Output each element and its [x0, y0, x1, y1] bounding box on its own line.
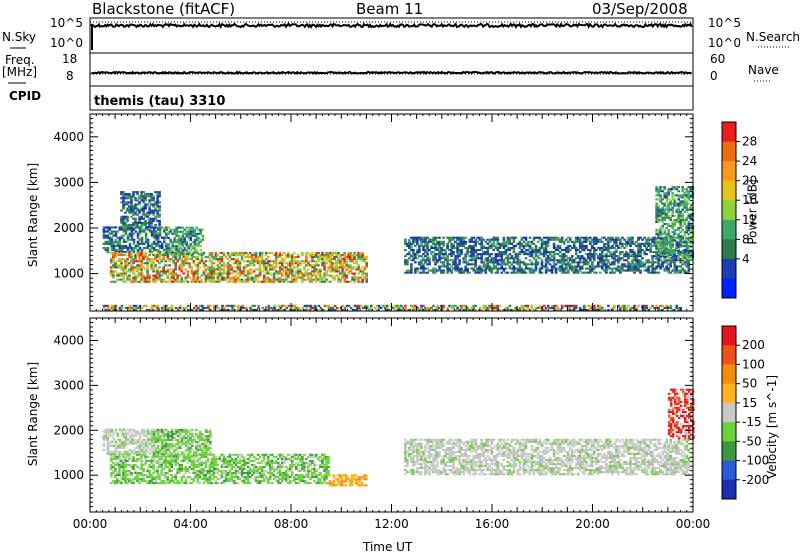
nave-label: Nave: [748, 63, 779, 77]
velocity-colorbar-segment-8: [722, 479, 736, 500]
velocity-colorbar-segment-5: [722, 422, 736, 442]
velocity-colorbar-segment-7: [722, 460, 736, 481]
power-colorbar-frame: [721, 121, 737, 299]
nave-tick-top: 60: [710, 52, 726, 66]
velocity-colorbar-segment-2: [722, 364, 736, 385]
power-region-0: [102, 226, 168, 254]
velocity-colorbar-frame: [721, 325, 737, 500]
velocity-colorbar-tick-label-4: -15: [742, 415, 762, 429]
velocity-ytick-label-3: 1000: [53, 468, 84, 482]
xtick-label-6: 00:00: [676, 517, 711, 531]
power-colorbar-segment-8: [722, 278, 736, 299]
velocity-ytick-label-0: 4000: [53, 333, 84, 347]
xtick-label-3: 12:00: [374, 517, 409, 531]
power-region-5: [655, 186, 695, 260]
power-ylabel: Slant Range [km]: [26, 162, 41, 268]
power-colorbar-tick-label-4: 12: [742, 213, 757, 227]
power-colorbar-segment-5: [722, 219, 736, 240]
velocity-colorbar-segment-3: [722, 383, 736, 404]
nsky-tick-top: 10^5: [50, 16, 83, 30]
power-region-2: [120, 191, 161, 229]
power-colorbar-tick-label-6: 4: [742, 252, 750, 266]
xtick-label-2: 08:00: [274, 517, 309, 531]
power-colorbar-tick-label-5: 8: [742, 232, 750, 246]
freq-trace: [90, 70, 692, 75]
freq-label: Freq.: [5, 53, 35, 67]
power-colorbar-tick-label-1: 24: [742, 154, 757, 168]
cpid-value: themis (tau) 3310: [94, 94, 226, 109]
velocity-colorbar-segment-0: [722, 326, 736, 346]
power-ytick-label-0: 4000: [53, 130, 84, 144]
velocity-colorbar-tick-label-7: -200: [742, 473, 769, 487]
nsearch-tick-top: 10^5: [708, 16, 741, 30]
date-title: 03/Sep/2008: [592, 0, 688, 18]
velocity-colorbar-tick-label-6: -100: [742, 454, 769, 468]
velocity-colorbar-tick-label-1: 100: [742, 357, 765, 371]
power-region-4: [404, 236, 691, 274]
cpid-label: CPID: [9, 89, 42, 103]
power-colorbar-segment-7: [722, 258, 736, 279]
velocity-ylabel: Slant Range [km]: [26, 361, 41, 467]
velocity-colorbar-segment-4: [722, 402, 736, 423]
velocity-region-4: [404, 438, 691, 476]
beam-title: Beam 11: [356, 0, 424, 18]
velocity-ytick-label-1: 3000: [53, 378, 84, 392]
velocity-region-2: [328, 474, 368, 487]
xtick-label-4: 16:00: [475, 517, 510, 531]
velocity-colorbar-tick-label-0: 200: [742, 338, 765, 352]
nsearch-tick-bottom: 10^0: [708, 36, 741, 50]
xaxis-label: Time UT: [363, 540, 413, 554]
power-ytick-label-2: 2000: [53, 221, 84, 235]
freq-tick-bottom: 8: [66, 69, 74, 83]
power-colorbar-segment-3: [722, 180, 736, 201]
nsky-trace: [90, 22, 693, 50]
power-region-3: [165, 226, 205, 256]
power-colorbar-segment-4: [722, 200, 736, 221]
power-colorbar-segment-1: [722, 141, 736, 162]
velocity-colorbar-segment-1: [722, 345, 736, 365]
freq-unit: [MHz]: [2, 65, 38, 79]
nsky-panel-frame: [89, 17, 694, 54]
power-colorbar-tick-label-0: 28: [742, 135, 757, 149]
xtick-label-1: 04:00: [173, 517, 208, 531]
power-colorbar-label: Power [dB]: [745, 179, 760, 245]
cpid-panel-frame: [89, 85, 694, 111]
velocity-colorbar-tick-label-5: -50: [742, 434, 762, 448]
velocity-colorbar-tick-label-2: 50: [742, 377, 757, 391]
velocity-region-3: [152, 428, 212, 458]
power-colorbar-tick-label-3: 16: [742, 193, 757, 207]
nsearch-label: N.Search: [746, 30, 800, 44]
velocity-colorbar-label: Velocity [m s^-1]: [765, 375, 779, 479]
nsky-label: N.Sky: [2, 30, 37, 44]
xtick-label-5: 20:00: [575, 517, 610, 531]
power-colorbar-segment-6: [722, 239, 736, 260]
velocity-colorbar-segment-6: [722, 441, 736, 461]
xtick-label-0: 00:00: [73, 517, 108, 531]
power-ytick-label-3: 1000: [53, 267, 84, 281]
nsky-tick-bottom: 10^0: [50, 36, 83, 50]
power-colorbar-tick-label-2: 20: [742, 174, 757, 188]
velocity-ytick-label-2: 2000: [53, 423, 84, 437]
velocity-colorbar-label-text: Velocity [m s^-1]: [765, 374, 780, 480]
freq-panel-frame: [89, 52, 694, 87]
power-region-1: [110, 251, 368, 283]
freq-tick-top: 18: [62, 52, 78, 66]
power-colorbar-segment-2: [722, 161, 736, 182]
station-title: Blackstone (fitACF): [92, 0, 236, 18]
velocity-colorbar-tick-label-3: 15: [742, 396, 757, 410]
power-colorbar-segment-0: [722, 122, 736, 143]
nave-tick-bottom: 0: [710, 69, 718, 83]
power-ytick-label-1: 3000: [53, 175, 84, 189]
